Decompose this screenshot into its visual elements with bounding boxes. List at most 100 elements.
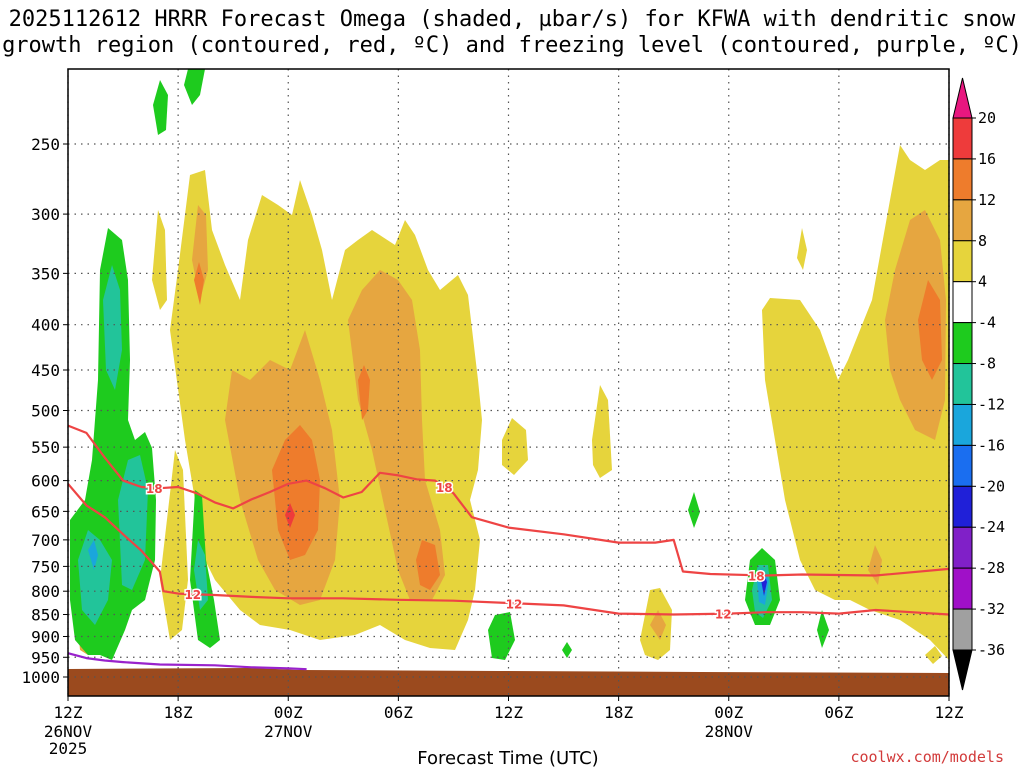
colorbar-swatch <box>952 322 973 365</box>
time-tick-label: 18Z <box>164 703 193 722</box>
omega-region-teal-c <box>78 530 112 625</box>
time-tick-label: 12Z <box>935 703 964 722</box>
pressure-tick-label: 350 <box>31 264 60 283</box>
omega-region-16-20-a <box>285 503 295 528</box>
colorbar-swatch <box>952 608 973 651</box>
omega-region-12-16-b <box>358 365 370 420</box>
omega-region-descent-top <box>153 80 168 135</box>
colorbar-label: 4 <box>978 273 987 291</box>
omega-region-8-12-d <box>885 210 946 440</box>
date-label: 2025 <box>49 739 88 758</box>
time-tick-label: 06Z <box>384 703 413 722</box>
omega-region-descent-top2 <box>184 69 205 105</box>
omega-shading <box>68 69 949 696</box>
omega-region-12-16-a <box>272 425 320 560</box>
omega-region-descent-small <box>688 492 700 528</box>
omega-region-8-12-f <box>650 610 666 640</box>
contour-label: 12 <box>506 597 523 611</box>
time-tick-label: 06Z <box>824 703 853 722</box>
omega-region-12-16-e <box>194 262 204 305</box>
colorbar-swatch <box>952 649 973 691</box>
contour-label: 18 <box>748 569 765 583</box>
pressure-tick-label: 300 <box>31 205 60 224</box>
colorbar-label: -36 <box>978 641 1005 659</box>
date-label: 27NOV <box>264 722 313 741</box>
omega-region-teal-d <box>194 540 208 610</box>
chart-title-line-1: 2025112612 HRRR Forecast Omega (shaded, … <box>8 7 1016 32</box>
colorbar-swatch <box>952 117 973 160</box>
contour-line <box>67 424 950 577</box>
time-tick-label: 12Z <box>54 703 83 722</box>
pressure-tick-label: 450 <box>31 361 60 380</box>
pressure-tick-label: 950 <box>31 648 60 667</box>
pressure-tick-label: 700 <box>31 531 60 550</box>
time-tick-label: 18Z <box>604 703 633 722</box>
colorbar-swatch <box>952 281 973 324</box>
omega-region-8-12-b <box>348 270 445 600</box>
pressure-tick-label: 250 <box>31 135 60 154</box>
colorbar-label: 20 <box>978 109 996 127</box>
colorbar-label: -4 <box>978 314 996 332</box>
temperature-contours <box>67 424 950 671</box>
colorbar-label: 12 <box>978 191 996 209</box>
colorbar-label: 16 <box>978 150 996 168</box>
contour-line <box>67 483 950 616</box>
x-axis-label: Forecast Time (UTC) <box>417 748 598 768</box>
colorbar-swatch <box>952 485 973 528</box>
colorbar-swatch <box>952 444 973 487</box>
colorbar: 20 16 12 8 4 -4 -8 -12 -16 -20 -24 -28 -32 -36 <box>952 77 1005 691</box>
pressure-axis: 250 300 350 400 450 500 550 600 650 700 750 800 850 9… <box>21 135 68 687</box>
pressure-tick-label: 600 <box>31 472 60 491</box>
time-axis: 12Z 18Z 00Z 06Z 12Z 18Z 00Z 06Z 12Z <box>54 696 964 722</box>
omega-region-descent-06z <box>817 610 829 648</box>
omega-region-ascent-12z <box>502 418 528 475</box>
colorbar-label: -28 <box>978 559 1005 577</box>
contour-label: 18 <box>436 481 453 495</box>
colorbar-label: -24 <box>978 518 1005 536</box>
pressure-tick-label: 500 <box>31 402 60 421</box>
pressure-tick-label: 800 <box>31 582 60 601</box>
contour-labels: 18 18 18 12 12 12 <box>144 479 766 623</box>
pressure-tick-label: 650 <box>31 502 60 521</box>
credit-text: coolwx.com/models <box>850 748 1004 766</box>
time-tick-label: 00Z <box>714 703 743 722</box>
colorbar-swatch <box>952 567 973 610</box>
colorbar-label: -20 <box>978 477 1005 495</box>
colorbar-label: -16 <box>978 436 1005 454</box>
colorbar-label: -32 <box>978 600 1005 618</box>
colorbar-swatch <box>952 363 973 405</box>
pressure-tick-label: 550 <box>31 438 60 457</box>
date-label: 26NOV <box>44 722 93 741</box>
pressure-tick-label: 900 <box>31 627 60 646</box>
omega-region-descent-pt <box>562 642 572 658</box>
omega-region-ascent-topleft <box>152 210 167 310</box>
contour-label: 12 <box>715 608 732 622</box>
contour-label: 18 <box>146 482 163 496</box>
contour-label: 12 <box>184 588 201 602</box>
colorbar-swatch <box>952 526 973 569</box>
omega-region-12-16-c <box>416 540 440 590</box>
pressure-tick-label: 850 <box>31 606 60 625</box>
pressure-gridlines <box>67 69 950 696</box>
omega-region-teal-a <box>103 265 122 390</box>
pressure-tick-label: 400 <box>31 316 60 335</box>
colorbar-label: 8 <box>978 232 987 250</box>
colorbar-label: -12 <box>978 395 1005 413</box>
pressure-tick-label: 1000 <box>21 668 60 687</box>
omega-region-ascent-small <box>797 228 807 270</box>
colorbar-swatch <box>952 158 973 201</box>
colorbar-swatch <box>952 240 973 283</box>
colorbar-swatch <box>952 77 973 119</box>
colorbar-swatch <box>952 199 973 242</box>
omega-region-ascent-18z <box>592 385 612 478</box>
colorbar-label: -8 <box>978 355 996 373</box>
colorbar-swatch <box>952 403 973 446</box>
omega-region-blue-a <box>88 540 98 570</box>
date-label: 28NOV <box>705 722 754 741</box>
omega-region-teal-b <box>118 455 148 590</box>
omega-region-ascent-tiny <box>925 646 942 664</box>
time-tick-label: 12Z <box>494 703 523 722</box>
omega-region-blue-c <box>761 573 767 596</box>
